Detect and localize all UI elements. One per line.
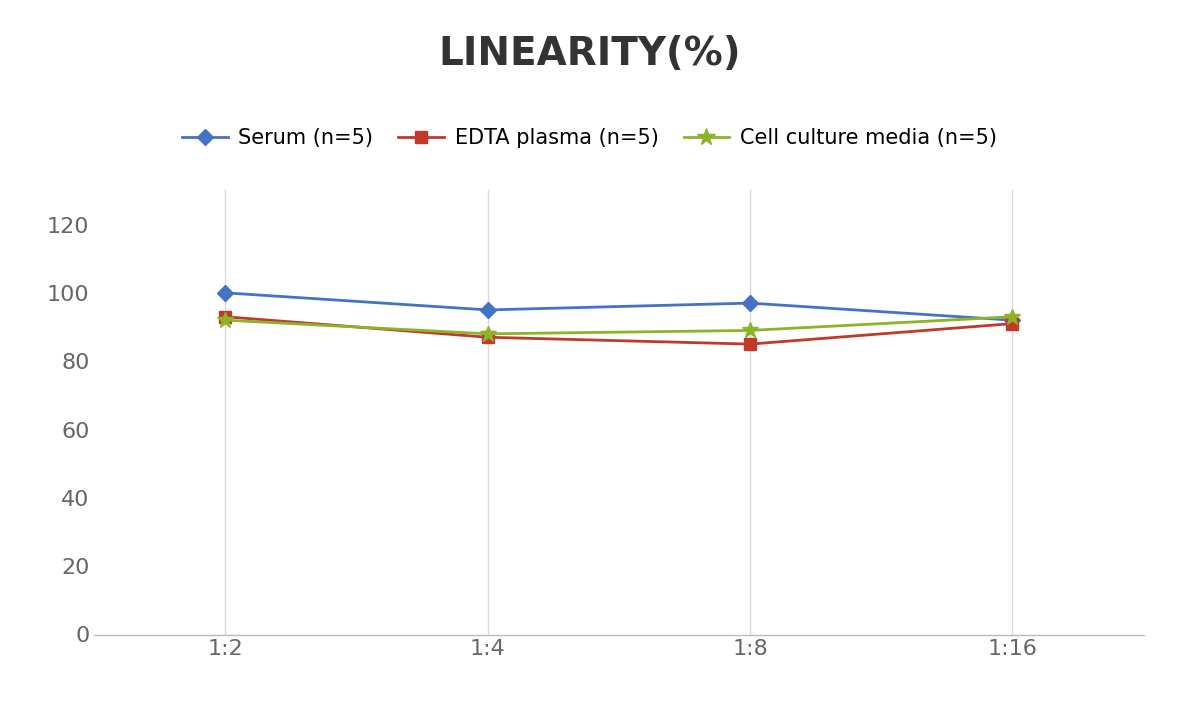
Legend: Serum (n=5), EDTA plasma (n=5), Cell culture media (n=5): Serum (n=5), EDTA plasma (n=5), Cell cul…: [173, 120, 1006, 157]
Serum (n=5): [481, 306, 495, 314]
Cell culture media (n=5): [1006, 312, 1020, 321]
Serum (n=5): [1006, 316, 1020, 324]
Text: LINEARITY(%): LINEARITY(%): [439, 35, 740, 73]
Line: Cell culture media (n=5): Cell culture media (n=5): [217, 308, 1021, 342]
Cell culture media (n=5): [218, 316, 232, 324]
EDTA plasma (n=5): [743, 340, 757, 348]
Cell culture media (n=5): [481, 330, 495, 338]
Serum (n=5): [218, 288, 232, 297]
Line: EDTA plasma (n=5): EDTA plasma (n=5): [220, 311, 1017, 350]
Serum (n=5): [743, 299, 757, 307]
Cell culture media (n=5): [743, 326, 757, 335]
EDTA plasma (n=5): [1006, 319, 1020, 328]
EDTA plasma (n=5): [481, 333, 495, 341]
Line: Serum (n=5): Serum (n=5): [220, 288, 1017, 326]
EDTA plasma (n=5): [218, 312, 232, 321]
